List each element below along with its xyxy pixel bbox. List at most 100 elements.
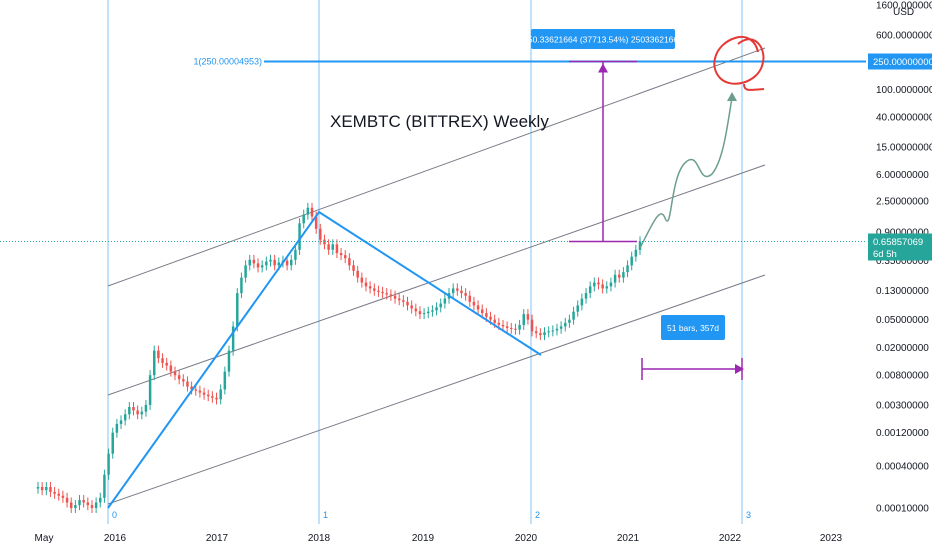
candle-body [190, 386, 193, 390]
candle-body [273, 259, 276, 266]
range-badge [661, 315, 725, 340]
candle-body [227, 350, 231, 372]
chart-title: XEMBTC (BITTREX) Weekly [330, 112, 549, 131]
candle-body [397, 298, 401, 301]
x-tick-label: May [35, 533, 54, 544]
candle-body [45, 486, 48, 491]
target-price-label: 250.00000000 [873, 57, 932, 68]
candle-body [219, 389, 222, 400]
candle-body [485, 313, 488, 317]
candle-body [443, 298, 447, 304]
x-tick-label: 2018 [308, 533, 331, 544]
candle-body [49, 486, 52, 492]
range-arrowhead [735, 364, 744, 374]
candle-body [285, 260, 289, 266]
y-tick-label: 0.00010000 [876, 504, 929, 515]
candle-body [368, 286, 372, 289]
candle-body [94, 502, 98, 508]
candle-body [605, 286, 609, 289]
candle-body [136, 410, 139, 415]
candle-body [617, 274, 621, 278]
x-tick-label: 2020 [515, 533, 538, 544]
candle-body [265, 261, 268, 266]
candle-body [244, 265, 247, 278]
y-tick-label: 100.00000000 [876, 85, 932, 96]
candle-body [456, 288, 459, 291]
candle-body [389, 294, 393, 296]
candle-body [468, 295, 472, 302]
candle-body [236, 293, 239, 327]
candle-body [480, 309, 484, 314]
candle-body [269, 259, 272, 262]
y-tick-label: 6.00000000 [876, 170, 929, 181]
candle-body [514, 328, 517, 330]
candle-body [310, 207, 314, 217]
candle-body [153, 350, 156, 376]
candle-body [393, 295, 397, 299]
candle-body [86, 502, 90, 506]
candle-body [335, 244, 339, 254]
y-tick-label: 0.00300000 [876, 400, 929, 411]
candle-body [580, 298, 584, 306]
candle-body [439, 303, 442, 308]
candle-body [497, 322, 501, 325]
candle-body [381, 291, 384, 294]
candle-body [543, 332, 546, 336]
channel-line [107, 164, 766, 396]
candle-body [302, 214, 305, 224]
candle-body [593, 282, 596, 287]
candle-body [252, 259, 256, 264]
candle-body [609, 282, 613, 287]
candle-body [211, 396, 214, 398]
candle-body [78, 500, 81, 506]
candle-body [148, 375, 152, 405]
x-tick-label: 2022 [719, 533, 742, 544]
measure-badge [531, 29, 675, 49]
candle-body [169, 365, 173, 372]
candle-body [518, 324, 521, 330]
candle-body [422, 313, 426, 315]
y-tick-label: 15.00000000 [876, 142, 932, 153]
candle-body [559, 326, 563, 329]
candle-body [493, 319, 496, 323]
candle-body [111, 432, 114, 454]
candle-body [414, 308, 418, 312]
candle-body [626, 265, 629, 273]
candle-body [319, 228, 322, 240]
candle-body [339, 253, 343, 256]
highlight-tail [743, 83, 765, 91]
candle-body [406, 301, 409, 306]
highlight-circle [713, 36, 765, 85]
candle-body [61, 495, 65, 498]
candle-body [356, 270, 359, 278]
x-tick-label: 2016 [104, 533, 127, 544]
candle-body [530, 319, 534, 332]
cycle-label: 1 [323, 510, 328, 520]
candle-body [572, 311, 575, 320]
candle-body [451, 288, 455, 294]
y-tick-label: 40.00000000 [876, 113, 932, 124]
candle-body [597, 282, 600, 285]
candle-body [522, 314, 525, 325]
y-tick-label: 1600.00000000 [876, 1, 932, 12]
candle-body [119, 420, 123, 424]
cycle-label: 3 [746, 510, 751, 520]
candle-body [165, 362, 168, 366]
candle-body [40, 486, 44, 491]
candle-body [501, 324, 505, 327]
candle-body [547, 331, 550, 333]
candle-body [260, 265, 264, 268]
candle-body [248, 259, 251, 266]
candle-body [173, 371, 177, 376]
candle-body [215, 397, 218, 400]
candle-body [128, 407, 131, 415]
channel-line [107, 274, 766, 505]
target-price-tag [868, 53, 932, 70]
candle-body [231, 326, 235, 351]
candle-body [290, 259, 293, 266]
range-label: 51 bars, 357d [667, 323, 719, 333]
candle-body [157, 350, 160, 359]
candle-body [123, 414, 127, 421]
